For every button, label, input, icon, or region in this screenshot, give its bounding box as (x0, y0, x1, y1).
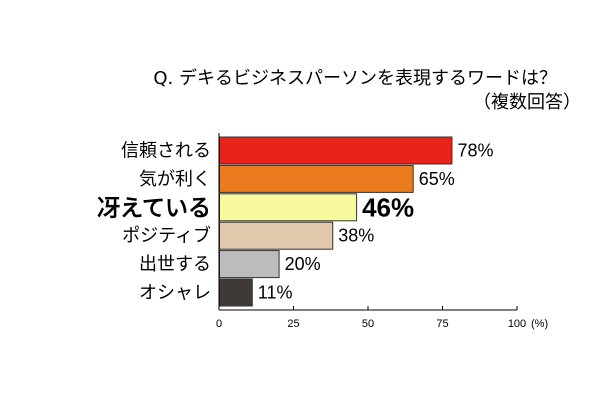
category-label: 信頼される (121, 141, 211, 162)
x-tick-label: 75 (436, 318, 448, 330)
category-label: 出世する (139, 254, 211, 275)
chart-subtitle: （複数回答） (473, 92, 581, 113)
value-label: 11% (258, 283, 293, 303)
bar (219, 193, 358, 222)
value-label: 78% (457, 141, 493, 161)
category-label: オシャレ (139, 283, 211, 304)
bar (219, 136, 453, 165)
bar (219, 164, 414, 193)
x-axis: 0 25 50 75 100 (%) (216, 133, 548, 330)
value-label: 46% (362, 192, 414, 222)
bar-group: 信頼される 78% 気が利く 65% 冴えている 46% ポジティブ 38% 出世する 20% オシ… (97, 136, 493, 307)
x-tick-label: 100 (508, 318, 526, 330)
bar (219, 250, 280, 279)
chart-title: Q. デキるビジネスパーソンを表現するワードは？ (153, 68, 557, 89)
category-label: 気が利く (139, 169, 211, 190)
bar (219, 221, 334, 250)
x-unit-label: (%) (531, 318, 548, 330)
bar (219, 278, 253, 307)
x-tick-label: 50 (362, 318, 374, 330)
category-label: 冴えている (97, 195, 211, 221)
category-label: ポジティブ (122, 225, 211, 247)
value-label: 38% (338, 226, 374, 246)
value-label: 65% (419, 169, 455, 189)
x-tick-label: 0 (216, 318, 222, 330)
x-tick-label: 25 (287, 318, 299, 330)
value-label: 20% (285, 254, 321, 274)
